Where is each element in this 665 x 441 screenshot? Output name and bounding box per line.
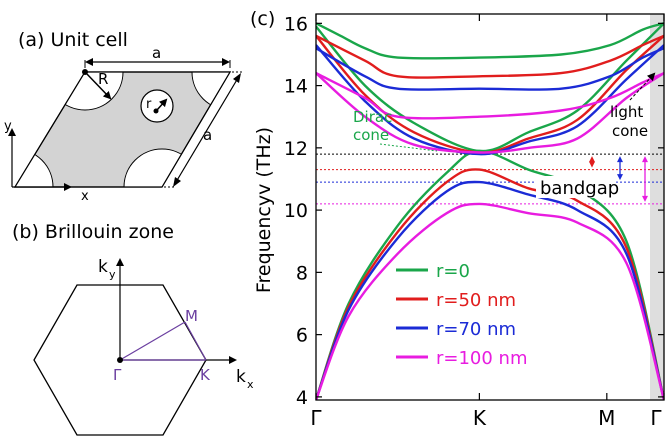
legend-label-0: r=0 — [436, 261, 470, 282]
annotation-dirac-1: Dirac — [353, 108, 392, 126]
panel-c-band-structure: (c) Frequencyv (THz) 4 6 8 10 12 14 16 Γ K M Γ Di… — [250, 8, 665, 430]
hole-corner-top-right — [191, 72, 230, 111]
y-tick-label-3: 10 — [284, 200, 308, 222]
band-lower-series-1 — [316, 168, 664, 400]
y-tick-label-5: 14 — [284, 76, 308, 98]
y-axis-label: Frequencyv (THz) — [253, 127, 275, 293]
light-cone-right — [650, 14, 664, 400]
M-K-line — [184, 321, 207, 361]
band-upper-series-2 — [316, 47, 664, 91]
panel-b-brillouin-zone: (b) Brillouin zone k y k x Γ M K — [12, 221, 254, 436]
band-lower-series-3 — [316, 202, 664, 400]
x-tick-label-0: Γ — [310, 406, 322, 430]
panel-c-title: (c) — [250, 8, 275, 30]
annotation-dirac-2: cone — [353, 126, 389, 144]
dirac-pointer — [379, 143, 438, 152]
gamma-M-line — [119, 321, 186, 361]
legend: r=0 r=50 nm r=70 nm r=100 nm — [396, 261, 528, 369]
band-curves — [316, 22, 664, 400]
axis-y-label: y — [4, 119, 12, 134]
panel-a-unit-cell: (a) Unit cell r R a a — [4, 29, 242, 204]
band-lower-series-2 — [316, 180, 664, 400]
band-upper-dirac-series-3 — [316, 72, 664, 154]
band-upper-dirac-series-0 — [316, 22, 664, 153]
annotation-bandgap: bandgap — [540, 178, 619, 199]
light-cone-shading — [650, 14, 664, 400]
label-a-top: a — [152, 44, 161, 62]
label-kx-sub: x — [247, 378, 254, 391]
label-gamma: Γ — [113, 366, 122, 384]
x-tick-label-2: M — [598, 406, 615, 430]
band-upper-series-1 — [316, 34, 664, 79]
legend-label-2: r=70 nm — [436, 319, 516, 340]
y-tick-label-6: 16 — [284, 13, 308, 35]
annotation-light-2: cone — [612, 122, 648, 140]
label-kx: k — [236, 367, 246, 387]
panel-a-title: (a) Unit cell — [18, 29, 128, 51]
y-tick-label-0: 4 — [296, 387, 308, 409]
y-tick-label-2: 8 — [296, 262, 308, 284]
y-tick-label-1: 6 — [296, 325, 308, 347]
band-upper-dirac-series-1 — [316, 34, 664, 154]
center-hole — [140, 89, 174, 123]
legend-label-1: r=50 nm — [436, 290, 516, 311]
label-R: R — [98, 70, 108, 88]
label-M: M — [185, 307, 198, 325]
label-a-side: a — [203, 126, 212, 144]
annotation-light-1: light — [610, 103, 643, 121]
panel-b-title: (b) Brillouin zone — [12, 221, 174, 243]
band-upper-series-3 — [316, 72, 664, 120]
y-tick-label-4: 12 — [284, 138, 308, 160]
plot-frame — [315, 13, 665, 401]
y-ticks: 4 6 8 10 12 14 16 — [284, 13, 664, 409]
band-lower-series-0 — [316, 149, 664, 400]
light-cone-pointer — [629, 72, 656, 101]
hexagon — [33, 284, 207, 436]
bandgap-label-bg — [536, 176, 614, 198]
bandgap-arrows — [589, 156, 648, 202]
x-tick-label-3: Γ — [650, 406, 662, 430]
label-ky: k — [98, 257, 108, 277]
legend-label-3: r=100 nm — [436, 348, 528, 369]
axis-x-label: x — [81, 189, 89, 204]
hole-corner-bottom-left — [15, 148, 54, 187]
band-upper-series-0 — [316, 22, 664, 60]
label-r: r — [146, 97, 152, 112]
x-tick-label-1: K — [473, 406, 487, 430]
label-ky-sub: y — [109, 268, 116, 281]
label-K: K — [200, 366, 211, 384]
